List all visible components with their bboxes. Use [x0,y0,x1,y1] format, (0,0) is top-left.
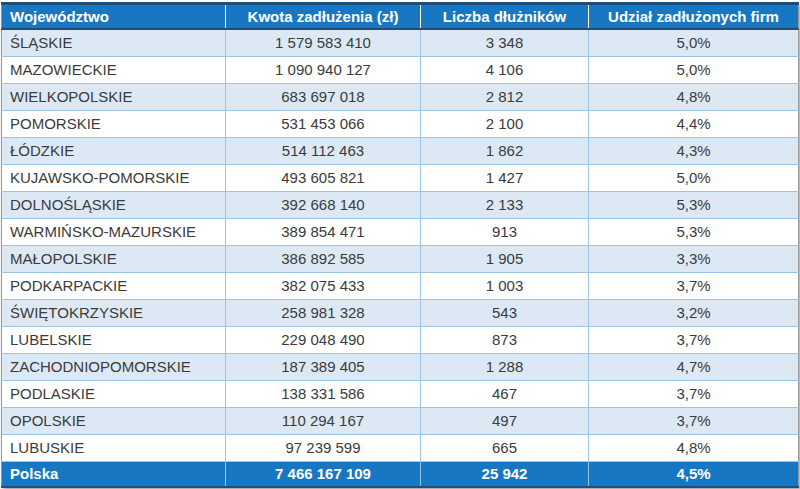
cell-liczba: 1 288 [421,354,589,381]
table-row: ŁÓDZKIE 514 112 463 1 862 4,3% [2,138,799,165]
cell-wojewodztwo: LUBELSKIE [2,327,226,354]
col-header-liczba-dluznikow: Liczba dłużników [421,4,589,30]
cell-wojewodztwo: ŁÓDZKIE [2,138,226,165]
col-header-kwota-zadluzenia: Kwota zadłużenia (zł) [226,4,421,30]
cell-kwota: 389 854 471 [226,219,421,246]
cell-kwota: 382 075 433 [226,273,421,300]
table-row: LUBELSKIE 229 048 490 873 3,7% [2,327,799,354]
cell-kwota: 493 605 821 [226,165,421,192]
cell-wojewodztwo: WARMIŃSKO-MAZURSKIE [2,219,226,246]
cell-kwota: 258 981 328 [226,300,421,327]
table-row: MAZOWIECKIE 1 090 940 127 4 106 5,0% [2,57,799,84]
cell-wojewodztwo: ZACHODNIOPOMORSKIE [2,354,226,381]
cell-liczba: 1 427 [421,165,589,192]
total-kwota: 7 466 167 109 [226,462,421,488]
table-row: PODLASKIE 138 331 586 467 3,7% [2,381,799,408]
cell-wojewodztwo: OPOLSKIE [2,408,226,435]
cell-liczba: 2 100 [421,111,589,138]
table-row: WARMIŃSKO-MAZURSKIE 389 854 471 913 5,3% [2,219,799,246]
cell-wojewodztwo: PODKARPACKIE [2,273,226,300]
cell-wojewodztwo: MAZOWIECKIE [2,57,226,84]
cell-wojewodztwo: DOLNOŚLĄSKIE [2,192,226,219]
cell-udzial: 5,0% [589,57,799,84]
cell-kwota: 110 294 167 [226,408,421,435]
cell-liczba: 3 348 [421,29,589,57]
cell-udzial: 5,0% [589,29,799,57]
cell-udzial: 3,7% [589,273,799,300]
cell-wojewodztwo: ŚWIĘTOKRZYSKIE [2,300,226,327]
cell-kwota: 97 239 599 [226,435,421,462]
cell-wojewodztwo: LUBUSKIE [2,435,226,462]
cell-udzial: 3,7% [589,408,799,435]
cell-wojewodztwo: POMORSKIE [2,111,226,138]
header-row: Województwo Kwota zadłużenia (zł) Liczba… [2,4,799,30]
cell-wojewodztwo: ŚLĄSKIE [2,29,226,57]
cell-udzial: 4,8% [589,435,799,462]
total-row: Polska 7 466 167 109 25 942 4,5% [2,462,799,488]
cell-wojewodztwo: KUJAWSKO-POMORSKIE [2,165,226,192]
total-label: Polska [2,462,226,488]
cell-udzial: 5,3% [589,219,799,246]
table-row: ŚLĄSKIE 1 579 583 410 3 348 5,0% [2,29,799,57]
total-liczba: 25 942 [421,462,589,488]
page: Województwo Kwota zadłużenia (zł) Liczba… [0,0,800,489]
table-row: PODKARPACKIE 382 075 433 1 003 3,7% [2,273,799,300]
table-row: POMORSKIE 531 453 066 2 100 4,4% [2,111,799,138]
col-header-wojewodztwo: Województwo [2,4,226,30]
cell-kwota: 1 579 583 410 [226,29,421,57]
cell-udzial: 3,7% [589,381,799,408]
cell-kwota: 683 697 018 [226,84,421,111]
cell-wojewodztwo: MAŁOPOLSKIE [2,246,226,273]
cell-kwota: 514 112 463 [226,138,421,165]
cell-liczba: 2 133 [421,192,589,219]
cell-udzial: 3,3% [589,246,799,273]
cell-liczba: 1 905 [421,246,589,273]
cell-udzial: 5,3% [589,192,799,219]
cell-kwota: 531 453 066 [226,111,421,138]
cell-liczba: 1 862 [421,138,589,165]
cell-udzial: 4,4% [589,111,799,138]
total-udzial: 4,5% [589,462,799,488]
cell-liczba: 873 [421,327,589,354]
cell-udzial: 4,7% [589,354,799,381]
cell-kwota: 392 668 140 [226,192,421,219]
table-row: ZACHODNIOPOMORSKIE 187 389 405 1 288 4,7… [2,354,799,381]
cell-kwota: 1 090 940 127 [226,57,421,84]
cell-liczba: 1 003 [421,273,589,300]
cell-kwota: 229 048 490 [226,327,421,354]
table-row: OPOLSKIE 110 294 167 497 3,7% [2,408,799,435]
cell-kwota: 138 331 586 [226,381,421,408]
cell-wojewodztwo: PODLASKIE [2,381,226,408]
cell-udzial: 5,0% [589,165,799,192]
table-row: WIELKOPOLSKIE 683 697 018 2 812 4,8% [2,84,799,111]
cell-liczba: 497 [421,408,589,435]
cell-liczba: 913 [421,219,589,246]
cell-liczba: 4 106 [421,57,589,84]
table-row: KUJAWSKO-POMORSKIE 493 605 821 1 427 5,0… [2,165,799,192]
cell-liczba: 2 812 [421,84,589,111]
col-header-udzial-zadluzonych-firm: Udział zadłużonych firm [589,4,799,30]
cell-udzial: 3,2% [589,300,799,327]
cell-wojewodztwo: WIELKOPOLSKIE [2,84,226,111]
cell-kwota: 187 389 405 [226,354,421,381]
cell-liczba: 543 [421,300,589,327]
table-row: MAŁOPOLSKIE 386 892 585 1 905 3,3% [2,246,799,273]
cell-liczba: 467 [421,381,589,408]
table-row: DOLNOŚLĄSKIE 392 668 140 2 133 5,3% [2,192,799,219]
cell-kwota: 386 892 585 [226,246,421,273]
cell-udzial: 4,8% [589,84,799,111]
debt-table: Województwo Kwota zadłużenia (zł) Liczba… [1,2,799,488]
cell-liczba: 665 [421,435,589,462]
table-row: ŚWIĘTOKRZYSKIE 258 981 328 543 3,2% [2,300,799,327]
cell-udzial: 4,3% [589,138,799,165]
cell-udzial: 3,7% [589,327,799,354]
table-row: LUBUSKIE 97 239 599 665 4,8% [2,435,799,462]
